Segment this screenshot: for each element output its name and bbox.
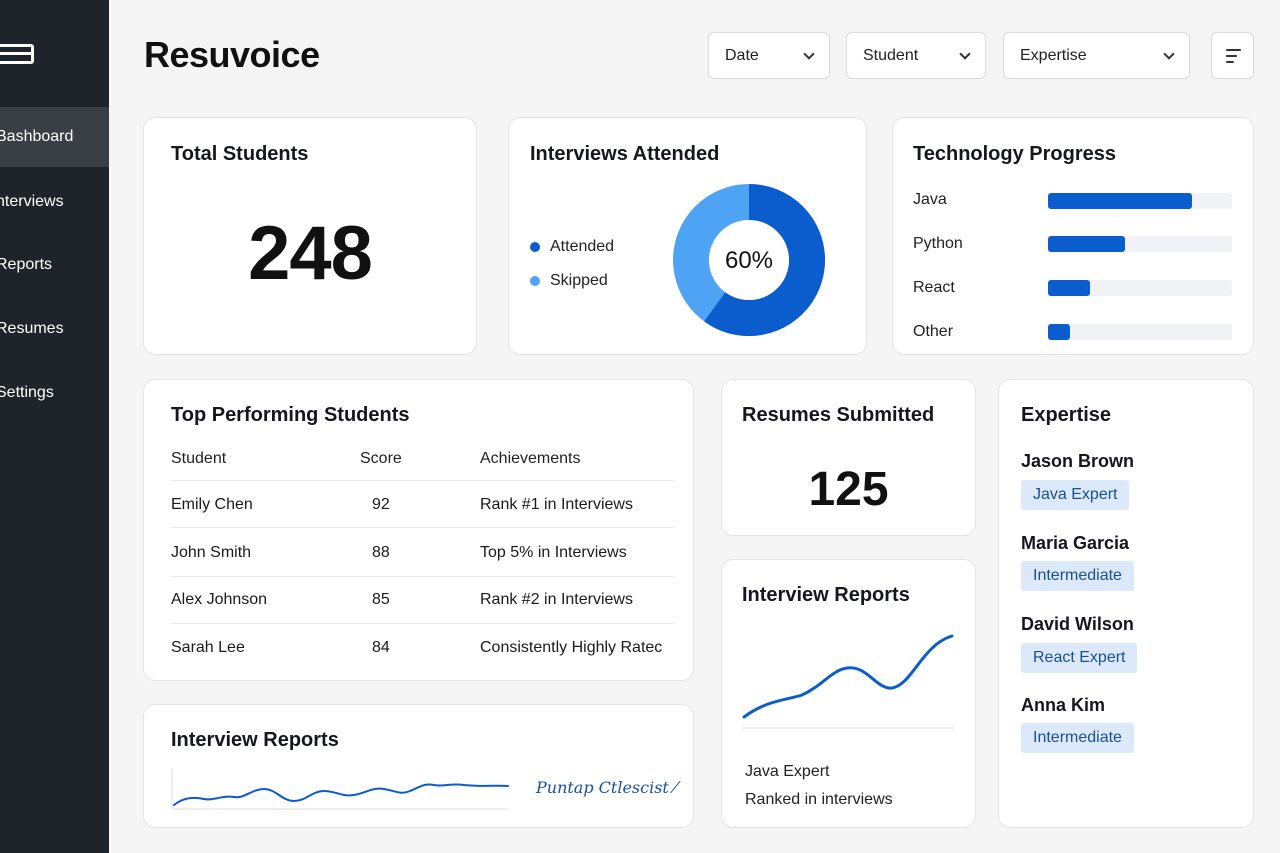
student-name: Sarah Lee — [171, 639, 245, 656]
progress-fill — [1048, 280, 1091, 296]
student-name: Alex Johnson — [171, 591, 268, 608]
tech-label-other: Other — [913, 323, 954, 340]
student-name: John Smith — [171, 544, 252, 561]
chevron-down-icon — [959, 47, 971, 60]
chevron-down-icon — [803, 47, 815, 60]
interview-reports-bottom-card: Interview Reports Puntap Ctlescist ⁄ — [143, 704, 694, 828]
tech-label-python: Python — [913, 235, 963, 252]
tech-label-java: Java — [913, 191, 947, 208]
expertise-person-name: Jason Brown — [1021, 451, 1135, 471]
student-achievement: Rank #1 in Interviews — [480, 496, 633, 513]
trend-sparkline-chart — [171, 769, 509, 810]
legend-dot — [530, 276, 540, 286]
student-score: 85 — [372, 591, 390, 608]
total-students-value: 248 — [248, 211, 373, 296]
card-title: Interviews Attended — [530, 143, 720, 165]
expertise-filter-label: Expertise — [1020, 46, 1087, 64]
total-students-card: Total Students 248 — [143, 117, 477, 355]
sidebar-item-label: Bashboard — [0, 128, 74, 145]
sidebar-item-label: Resumes — [0, 320, 64, 337]
expertise-filter-dropdown[interactable]: Expertise — [1003, 32, 1190, 79]
card-title: Expertise — [1021, 404, 1112, 426]
tech-progress-bar-react — [1048, 280, 1232, 296]
sidebar-item-resumes[interactable]: Resumes — [0, 299, 109, 359]
donut-attended-segment — [673, 184, 825, 336]
card-title: Interview Reports — [742, 584, 910, 606]
column-header-student: Student — [171, 450, 227, 467]
interview-reports-side-card: Interview Reports Java Expert Ranked in … — [721, 559, 976, 828]
student-achievement: Top 5% in Interviews — [480, 544, 627, 561]
expertise-badge: Intermediate — [1021, 561, 1134, 591]
top-students-card: Top Performing Students Student Score Ac… — [143, 379, 694, 681]
sidebar-item-interviews[interactable]: nterviews — [0, 172, 109, 232]
sidebar-item-label: Reports — [0, 256, 53, 273]
sidebar-item-dashboard[interactable]: Bashboard — [0, 107, 109, 167]
trend-line — [742, 634, 954, 719]
expertise-badge: Intermediate — [1021, 723, 1134, 753]
student-achievement: Consistently Highly Ratec — [480, 639, 663, 656]
report-caption-line1: Java Expert — [745, 763, 830, 780]
column-header-score: Score — [360, 450, 402, 467]
logo-icon[interactable] — [0, 44, 34, 64]
expertise-badge: Java Expert — [1021, 480, 1130, 510]
legend-dot — [530, 242, 540, 252]
resumes-submitted-value: 125 — [808, 463, 889, 516]
menu-button[interactable] — [1211, 32, 1254, 79]
sidebar-item-label: Settings — [0, 384, 54, 401]
card-title: Top Performing Students — [171, 404, 410, 426]
interviews-attended-card: Interviews Attended Attended Skipped 60% — [508, 117, 867, 355]
student-name: Emily Chen — [171, 496, 253, 513]
tech-label-react: React — [913, 279, 955, 296]
student-score: 88 — [372, 544, 390, 561]
column-header-achievements: Achievements — [480, 450, 581, 467]
card-title: Resumes Submitted — [742, 404, 935, 426]
page-title: Resuvoice — [144, 34, 320, 75]
sidebar-item-label: nterviews — [0, 193, 64, 210]
sidebar-item-reports[interactable]: Reports — [0, 235, 109, 295]
date-filter-label: Date — [725, 46, 759, 64]
legend-skipped: Skipped — [530, 272, 608, 290]
progress-fill — [1048, 193, 1192, 209]
tech-progress-bar-java — [1048, 193, 1232, 209]
card-title: Technology Progress — [913, 143, 1117, 165]
student-achievement: Rank #2 in Interviews — [480, 591, 633, 608]
sidebar: Bashboard nterviews Reports Resumes Sett… — [0, 0, 109, 853]
legend-label: Attended — [550, 238, 615, 255]
expertise-person-name: Maria Garcia — [1021, 533, 1130, 553]
progress-fill — [1048, 236, 1126, 252]
date-filter-dropdown[interactable]: Date — [708, 32, 830, 79]
student-filter-label: Student — [863, 46, 919, 64]
sparkline — [173, 783, 509, 806]
student-score: 84 — [372, 639, 390, 656]
donut-chart: 60% — [673, 184, 825, 336]
progress-fill — [1048, 324, 1071, 340]
expertise-person-name: Anna Kim — [1021, 695, 1106, 715]
tech-progress-bar-other — [1048, 324, 1232, 340]
resumes-submitted-card: Resumes Submitted 125 — [721, 379, 976, 536]
tech-progress-bar-python — [1048, 236, 1232, 252]
chevron-down-icon — [1163, 47, 1175, 60]
technology-progress-card: Technology Progress Java Python React Ot… — [892, 117, 1254, 355]
card-title: Total Students — [171, 143, 309, 165]
expertise-person-name: David Wilson — [1021, 614, 1134, 634]
trend-line-chart — [742, 634, 954, 729]
sidebar-item-settings[interactable]: Settings — [0, 363, 109, 423]
legend-attended: Attended — [530, 238, 614, 256]
legend-label: Skipped — [550, 272, 608, 289]
expertise-card: Expertise Jason Brown Java Expert Maria … — [998, 379, 1254, 828]
card-title: Interview Reports — [171, 729, 339, 751]
report-caption-line2: Ranked in interviews — [745, 791, 893, 808]
student-filter-dropdown[interactable]: Student — [846, 32, 986, 79]
donut-center-label: 60% — [725, 247, 773, 274]
student-score: 92 — [372, 496, 390, 513]
signature-text: Puntap Ctlescist ⁄ — [536, 778, 677, 797]
expertise-badge: React Expert — [1021, 643, 1138, 673]
